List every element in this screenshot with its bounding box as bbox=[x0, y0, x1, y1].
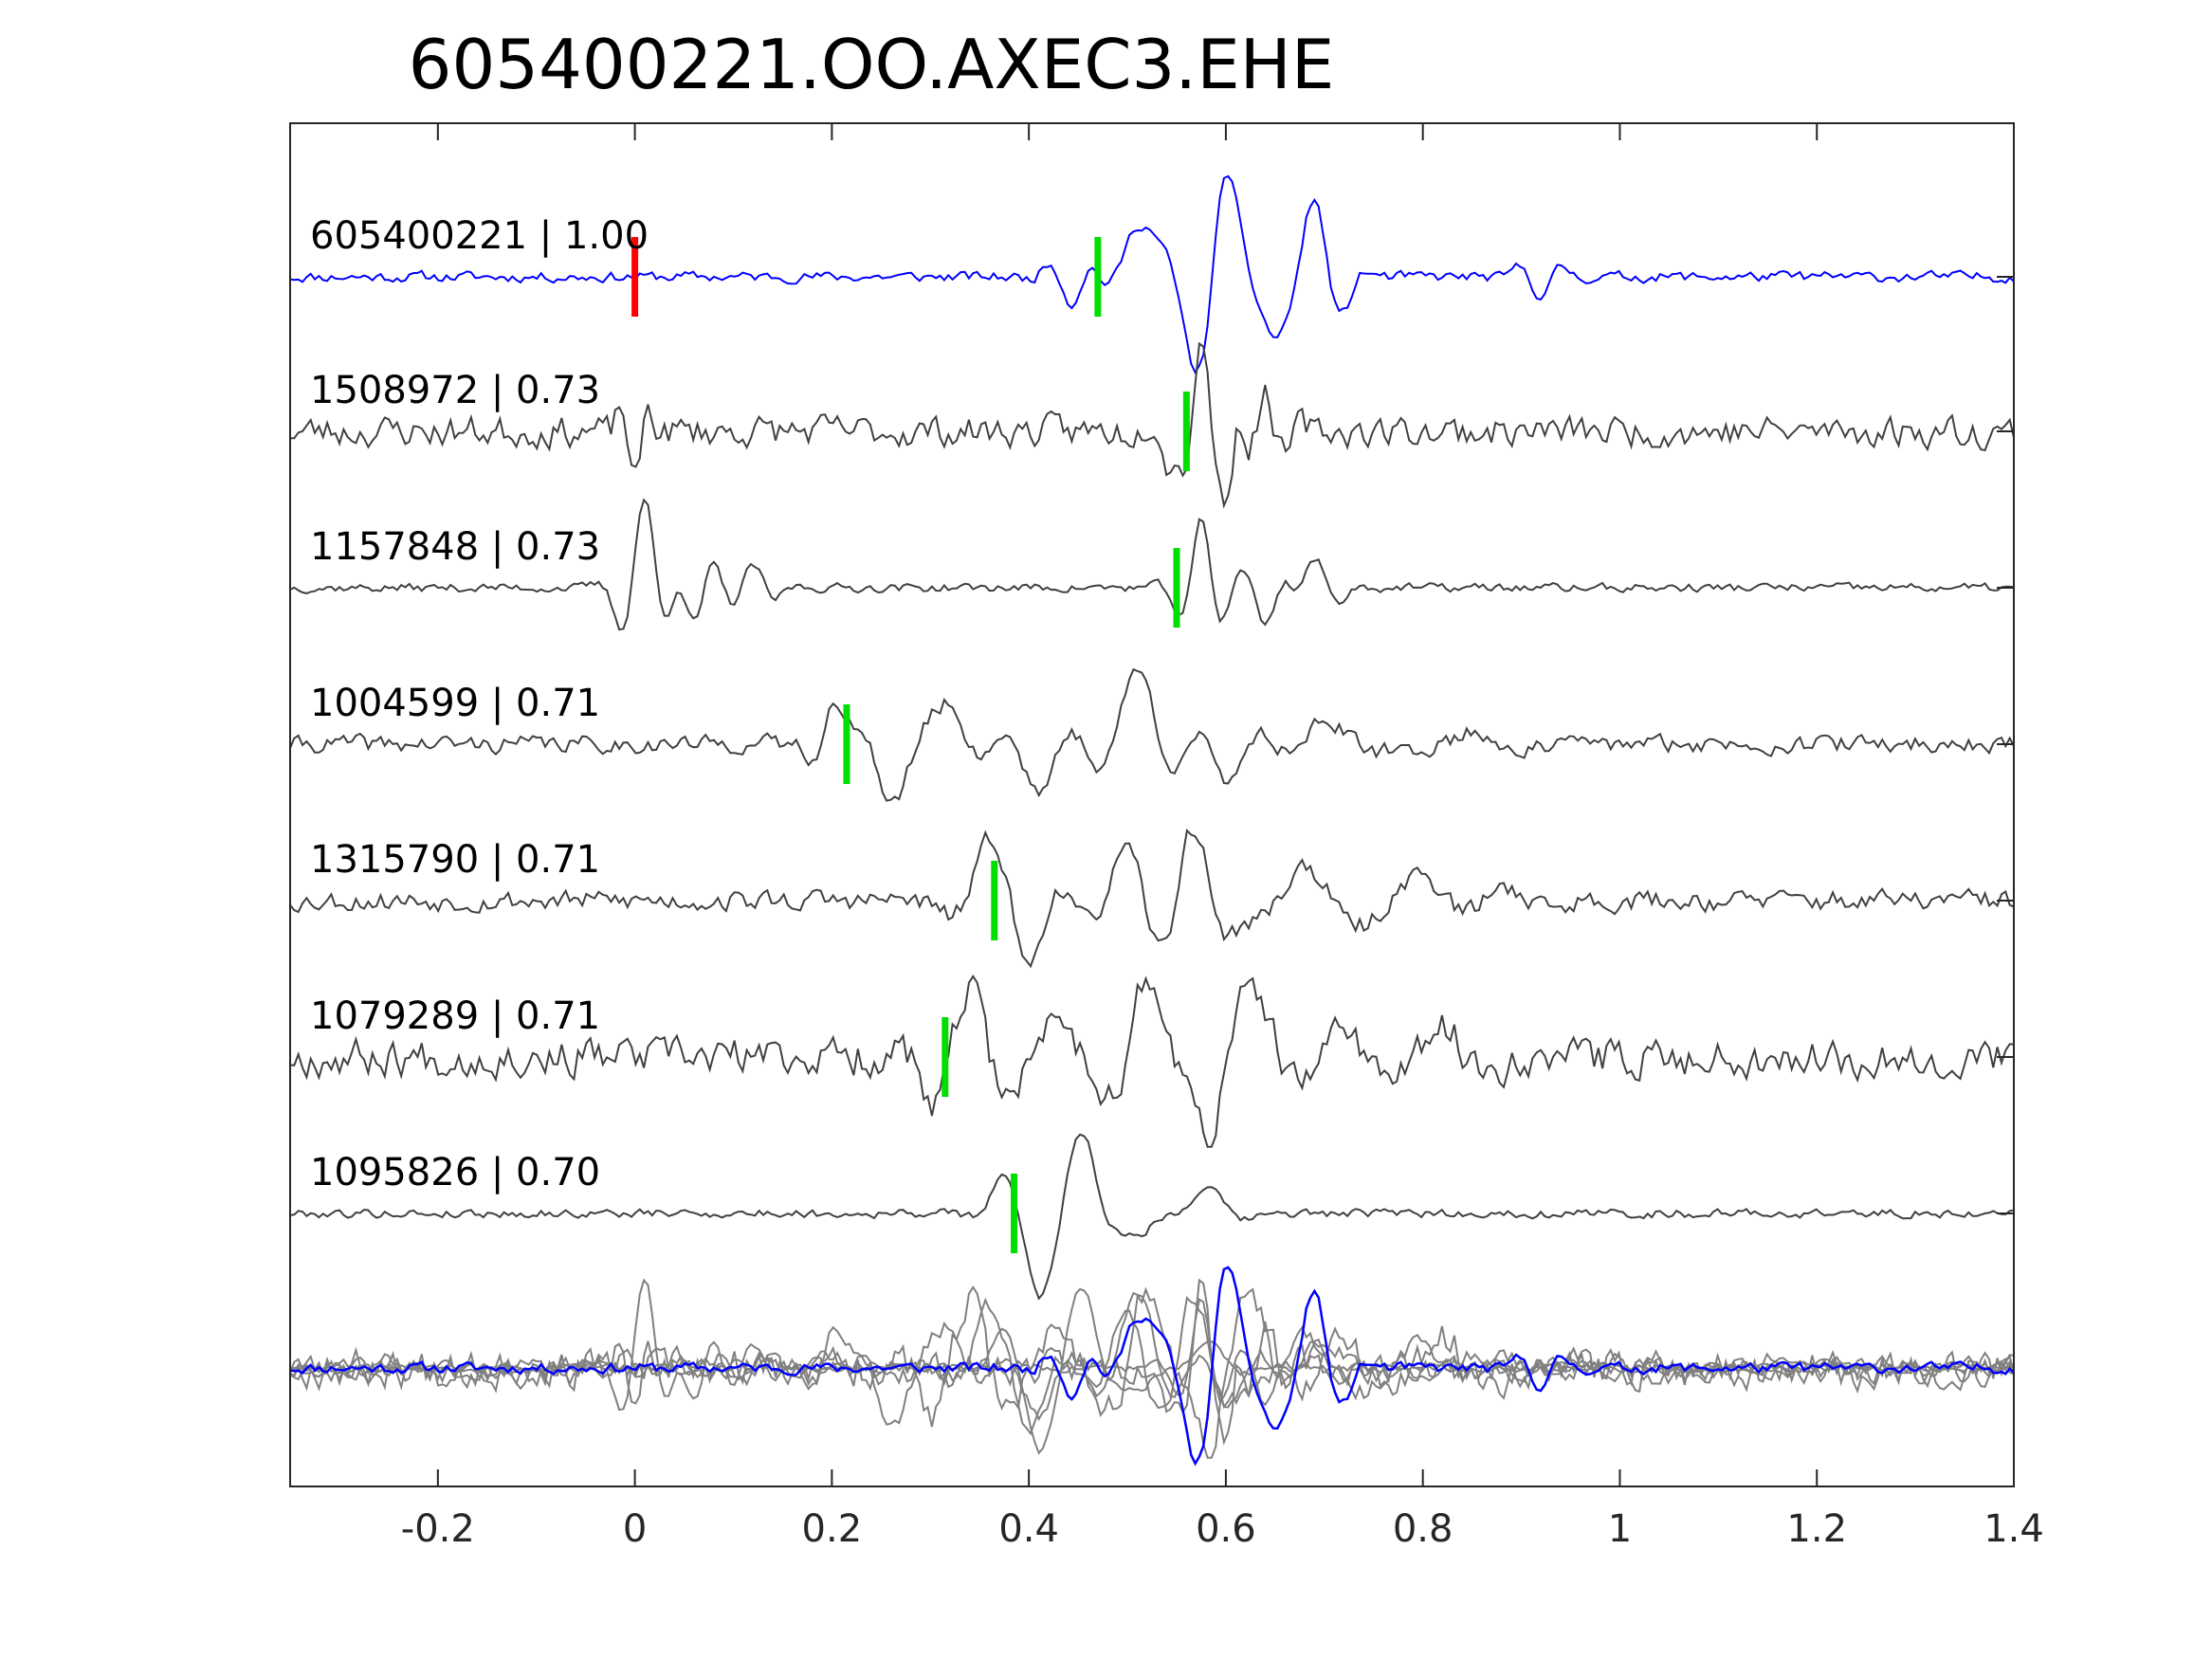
trace-line-605400221 bbox=[289, 174, 2015, 374]
trace-line-1079289 bbox=[289, 974, 2015, 1148]
x-tick-label-2: 0.2 bbox=[802, 1507, 863, 1551]
x-tick-label-3: 0.4 bbox=[998, 1507, 1059, 1551]
trace-line-1004599 bbox=[289, 667, 2015, 802]
overlay-line-1508972 bbox=[289, 1278, 2015, 1446]
chart-title: 605400221.OO.AXEC3.EHE bbox=[409, 25, 1335, 104]
trace-label-1157848: 1157848 | 0.73 bbox=[310, 525, 600, 569]
x-tick-label-7: 1.2 bbox=[1786, 1507, 1847, 1551]
overlay-layer bbox=[289, 1266, 2015, 1467]
picks-layer bbox=[631, 237, 1190, 1253]
trace-label-1079289: 1079289 | 0.71 bbox=[310, 994, 600, 1038]
trace-label-1004599: 1004599 | 0.71 bbox=[310, 682, 600, 725]
trace-line-1095826 bbox=[289, 1133, 2015, 1301]
axes-box bbox=[289, 122, 2015, 1487]
trace-line-1157848 bbox=[289, 498, 2015, 631]
overlay-line-1079289 bbox=[289, 1285, 2015, 1459]
x-tick-label-6: 1 bbox=[1608, 1507, 1632, 1551]
trace-label-1315790: 1315790 | 0.71 bbox=[310, 838, 600, 882]
x-tick-label-4: 0.6 bbox=[1196, 1507, 1256, 1551]
x-tick-label-8: 1.4 bbox=[1983, 1507, 2044, 1551]
trace-label-1095826: 1095826 | 0.70 bbox=[310, 1151, 600, 1194]
x-tick-label-0: -0.2 bbox=[401, 1507, 475, 1551]
trace-line-1315790 bbox=[289, 828, 2015, 969]
traces-layer bbox=[289, 174, 2015, 1301]
overlay-line-605400221 bbox=[289, 1266, 2015, 1467]
x-tick-label-1: 0 bbox=[623, 1507, 647, 1551]
trace-line-1508972 bbox=[289, 341, 2015, 509]
x-axis: -0.2 0 0.2 0.4 0.6 0.8 1 1.2 1.4 bbox=[401, 123, 2044, 1551]
trace-labels: 605400221 | 1.00 1508972 | 0.73 1157848 | … bbox=[310, 214, 649, 1194]
trace-label-605400221: 605400221 | 1.00 bbox=[310, 214, 649, 258]
x-tick-label-5: 0.8 bbox=[1393, 1507, 1453, 1551]
trace-label-1508972: 1508972 | 0.73 bbox=[310, 369, 600, 412]
